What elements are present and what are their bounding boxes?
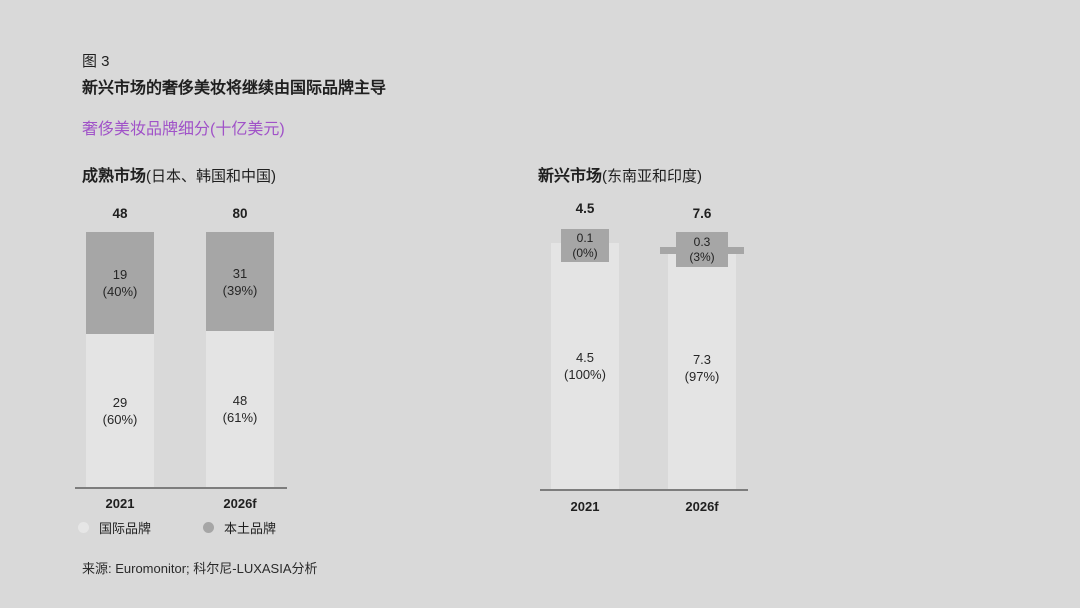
x-axis-mature xyxy=(75,487,287,489)
bar-segment-local-brands: 19 (40%) xyxy=(86,232,154,334)
chart-title-emerging-markets: 新兴市场(东南亚和印度) xyxy=(538,162,702,186)
chart-title-mature-markets: 成熟市场(日本、韩国和中国) xyxy=(82,162,276,186)
figure-subtitle-main: 奢侈美妆品牌细分 xyxy=(82,121,211,138)
segment-value-label: 31 (39%) xyxy=(222,265,258,298)
legend-dot-local-brands xyxy=(203,522,215,533)
chart-title-mature-bold: 成熟市场 xyxy=(82,168,147,185)
bar-mature-2021: 19 (40%) 29 (60%) xyxy=(86,232,154,487)
segment-label-box-local-2021: 0.1 (0%) xyxy=(561,229,609,262)
chart-title-emerging-bold: 新兴市场 xyxy=(538,168,603,185)
figure-subtitle-unit: (十亿美元) xyxy=(210,121,285,138)
bar-segment-international-brands: 29 (60%) xyxy=(86,334,154,487)
bar-segment-international-brands: 7.3 (97%) xyxy=(668,247,736,489)
category-label: 2021 xyxy=(570,499,600,514)
figure-subtitle: 奢侈美妆品牌细分(十亿美元) xyxy=(82,115,285,139)
figure-label: 图 3 xyxy=(82,53,110,70)
chart-title-emerging-note: (东南亚和印度) xyxy=(602,168,703,185)
bar-segment-international-brands: 48 (61%) xyxy=(206,331,274,487)
legend: 国际品牌 本土品牌 xyxy=(78,518,276,537)
segment-value-label: 7.3 (97%) xyxy=(684,352,720,384)
segment-value-label: 29 (60%) xyxy=(102,394,138,427)
bar-segment-international-brands: 4.5 (100%) xyxy=(551,243,619,489)
legend-label-local-brands: 本土品牌 xyxy=(224,521,277,536)
figure-title: 新兴市场的奢侈美妆将继续由国际品牌主导 xyxy=(82,80,387,97)
bar-mature-2026f: 31 (39%) 48 (61%) xyxy=(206,232,274,487)
category-label: 2026f xyxy=(223,496,257,511)
source-note: 来源: Euromonitor; 科尔尼-LUXASIA分析 xyxy=(82,561,318,576)
segment-label-box-local-2026f: 0.3 (3%) xyxy=(676,232,728,267)
chart-title-mature-note: (日本、韩国和中国) xyxy=(146,168,277,185)
bar-total-emerging-2021: 4.5 xyxy=(575,201,595,216)
segment-value-label: 19 (40%) xyxy=(102,267,138,299)
bar-emerging-2026f: 7.3 (97%) xyxy=(660,247,744,489)
segment-value-label: 4.5 (100%) xyxy=(564,350,606,382)
category-label: 2021 xyxy=(105,496,135,511)
bar-total-emerging-2026f: 7.6 xyxy=(692,206,712,221)
legend-dot-international-brands xyxy=(78,522,89,533)
bar-total-mature-2021: 48 xyxy=(112,206,128,221)
bar-segment-local-brands: 31 (39%) xyxy=(206,232,274,332)
segment-value-label: 48 (61%) xyxy=(222,393,258,426)
bar-emerging-2021: 4.5 (100%) xyxy=(551,243,619,489)
bar-total-mature-2026f: 80 xyxy=(232,206,248,221)
x-axis-emerging xyxy=(540,489,748,491)
legend-label-international-brands: 国际品牌 xyxy=(99,521,152,536)
category-label: 2026f xyxy=(685,499,719,514)
